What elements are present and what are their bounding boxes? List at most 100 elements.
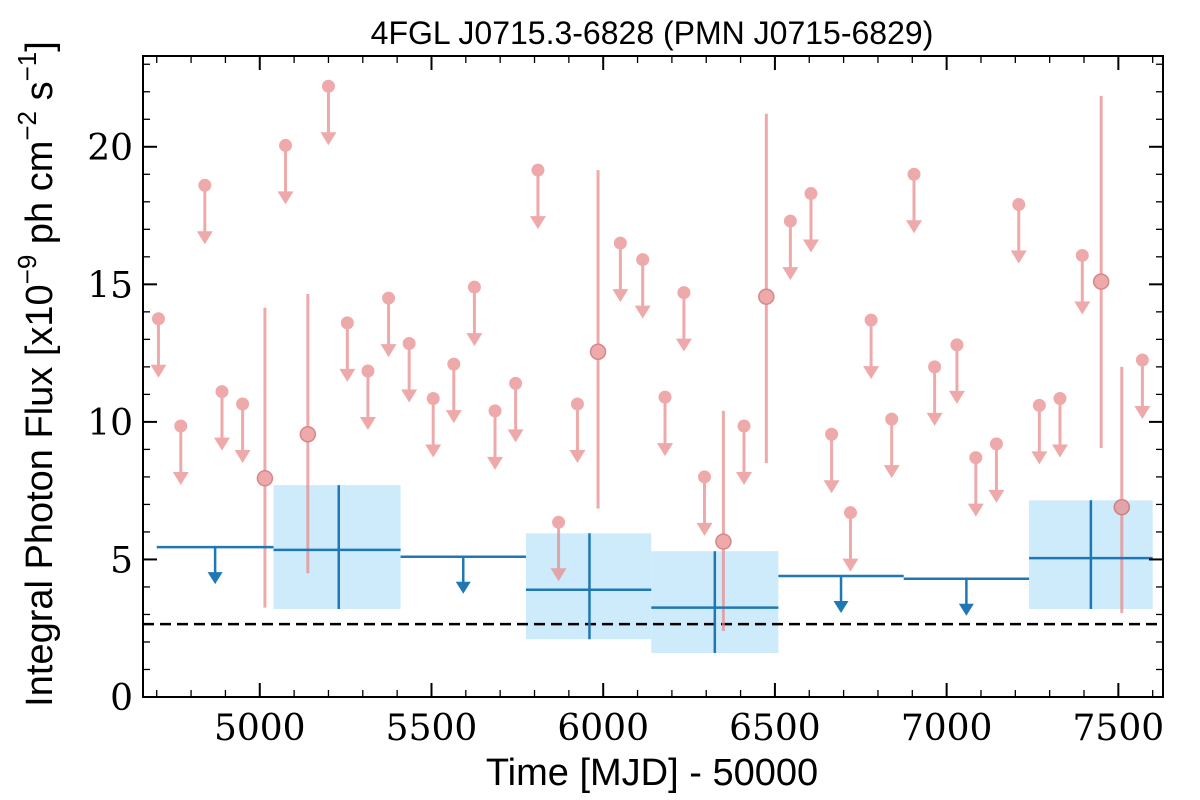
- short-ul-marker-37: [1032, 398, 1046, 412]
- short-ul-arrow-6: [320, 132, 337, 146]
- short-ul-arrow-29: [863, 366, 880, 380]
- short-ul-marker-36: [1012, 198, 1026, 212]
- short-ul-arrow-10: [401, 389, 418, 403]
- short-ul-point-14: [487, 404, 504, 470]
- y-tick-label-20: 20: [87, 128, 133, 169]
- short-ul-arrow-1: [172, 472, 189, 486]
- short-det-marker-1: [299, 426, 317, 443]
- short-ul-arrow-21: [657, 443, 674, 457]
- short-ul-marker-22: [677, 286, 691, 300]
- short-det-point-3: [715, 410, 732, 631]
- short-ul-marker-6: [321, 79, 335, 93]
- short-ul-point-26: [802, 187, 819, 253]
- short-ul-marker-0: [151, 312, 165, 326]
- long-bin-ul-arrow-5: [833, 600, 849, 613]
- short-ul-arrow-5: [277, 191, 294, 205]
- y-axis-label-prefix: Integral Photon Flux [x10: [19, 284, 61, 706]
- short-ul-marker-14: [488, 404, 502, 418]
- short-ul-marker-38: [1053, 392, 1067, 406]
- short-det-marker-2: [589, 343, 607, 360]
- x-tick-label-6000: 6000: [557, 708, 649, 749]
- short-ul-point-4: [234, 397, 251, 464]
- axis-ticks: [143, 56, 1163, 698]
- short-ul-marker-25: [783, 214, 797, 228]
- short-ul-point-9: [380, 291, 397, 358]
- short-ul-arrow-3: [213, 437, 230, 451]
- short-ul-point-40: [1134, 353, 1151, 419]
- short-det-marker-4: [758, 288, 775, 305]
- short-ul-point-33: [948, 338, 965, 404]
- short-ul-arrow-0: [150, 364, 167, 378]
- short-ul-arrow-39: [1074, 301, 1091, 315]
- short-ul-point-12: [445, 357, 462, 424]
- short-ul-marker-35: [989, 437, 1003, 451]
- short-ul-arrow-36: [1010, 250, 1027, 264]
- short-ul-marker-23: [698, 470, 712, 484]
- short-ul-arrow-31: [906, 220, 923, 234]
- short-ul-point-17: [550, 515, 567, 582]
- short-ul-arrow-23: [696, 522, 713, 536]
- short-ul-point-8: [359, 364, 376, 430]
- short-ul-point-23: [696, 470, 713, 536]
- axis-tick-labels: 5000 5500 6000 6500 7000 7500 0 5 10 15 20: [87, 128, 1164, 749]
- short-ul-point-27: [823, 427, 840, 494]
- short-ul-marker-2: [198, 178, 212, 192]
- short-ul-arrow-25: [782, 267, 799, 281]
- short-ul-marker-20: [636, 253, 650, 267]
- short-ul-point-22: [675, 286, 692, 352]
- short-ul-arrow-27: [823, 480, 840, 494]
- short-ul-point-2: [196, 178, 213, 245]
- short-ul-arrow-37: [1031, 451, 1048, 465]
- short-ul-arrow-14: [487, 456, 504, 470]
- short-ul-marker-16: [531, 163, 545, 177]
- short-ul-point-1: [172, 419, 189, 486]
- long-bin-band-0: [273, 485, 401, 609]
- short-ul-point-30: [883, 412, 900, 479]
- short-ul-point-20: [634, 253, 651, 319]
- short-ul-marker-27: [825, 427, 839, 441]
- short-ul-arrow-8: [359, 416, 376, 430]
- short-ul-point-21: [657, 390, 674, 457]
- short-ul-point-0: [150, 312, 167, 378]
- y-tick-label-10: 10: [87, 403, 133, 444]
- short-ul-marker-31: [907, 167, 921, 181]
- short-ul-marker-18: [570, 397, 584, 411]
- short-ul-arrow-40: [1134, 405, 1151, 419]
- short-ul-arrow-26: [802, 239, 819, 253]
- short-ul-arrow-12: [445, 410, 462, 424]
- short-ul-marker-32: [928, 360, 942, 374]
- short-ul-arrow-35: [988, 489, 1005, 503]
- short-ul-marker-4: [236, 397, 250, 411]
- short-ul-arrow-19: [612, 289, 629, 303]
- short-ul-arrow-32: [926, 412, 943, 426]
- short-ul-arrow-38: [1051, 444, 1068, 458]
- short-ul-arrow-28: [842, 558, 859, 572]
- short-ul-marker-28: [843, 506, 857, 520]
- short-ul-marker-17: [552, 515, 566, 529]
- short-det-marker-5: [1092, 273, 1110, 290]
- short-ul-arrow-7: [339, 368, 356, 382]
- short-ul-arrow-9: [380, 344, 397, 358]
- short-ul-marker-12: [447, 357, 461, 371]
- short-ul-arrow-24: [736, 472, 753, 486]
- x-tick-label-6500: 6500: [729, 708, 821, 749]
- short-ul-point-18: [569, 397, 586, 464]
- short-ul-marker-8: [361, 364, 375, 378]
- short-ul-marker-7: [340, 316, 354, 330]
- y-axis-label-exp1: −9: [12, 255, 42, 285]
- short-ul-point-37: [1031, 398, 1048, 465]
- short-ul-point-3: [213, 385, 230, 451]
- y-axis-label-suffix: ]: [19, 41, 61, 52]
- long-bin-series: [156, 485, 1153, 653]
- y-tick-label-5: 5: [110, 540, 133, 581]
- short-ul-arrow-16: [529, 216, 546, 230]
- short-ul-arrow-30: [883, 465, 900, 479]
- long-bin-ul-arrow-0: [207, 572, 223, 585]
- short-ul-point-28: [842, 506, 859, 572]
- y-axis-label: Integral Photon Flux [x10−9 ph cm−2 s−1]: [12, 41, 61, 707]
- short-det-marker-0: [256, 470, 274, 487]
- short-ul-arrow-13: [466, 333, 483, 347]
- short-ul-point-15: [507, 376, 524, 443]
- short-ul-point-7: [339, 316, 356, 382]
